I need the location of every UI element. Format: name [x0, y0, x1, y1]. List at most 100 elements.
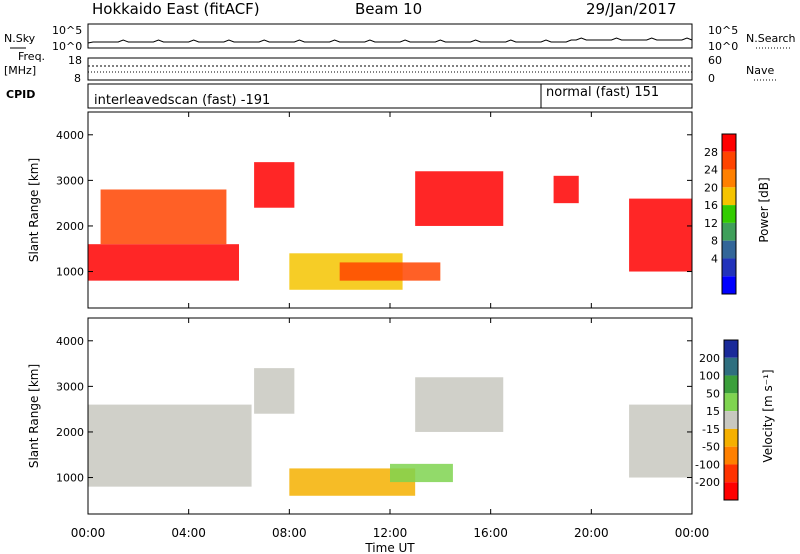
x-axis-label: Time UT — [364, 541, 415, 554]
cpid-panel: CPID interleavedscan (fast) -191 normal … — [6, 83, 693, 109]
colorbar-frame — [723, 339, 739, 501]
y-tick-label: 3000 — [56, 380, 84, 393]
nave-tick-top: 60 — [708, 54, 722, 67]
cpid-panel-frame — [87, 83, 693, 109]
noise-left-tick-bottom: 10^0 — [52, 40, 82, 53]
colorbar-swatch — [722, 134, 736, 152]
power-panel: 4000 3000 2000 1000 Slant Range [km] 28 24 20… — [27, 111, 771, 309]
y-tick-label: 4000 — [56, 335, 84, 348]
colorbar-swatch — [722, 276, 736, 294]
velocity-panel: 4000 3000 2000 1000 Slant Range [km] 200 100… — [27, 317, 775, 515]
beam-title: Beam 10 — [355, 0, 422, 18]
colorbar-tick-label: -15 — [702, 423, 720, 436]
nave-label: Nave — [746, 64, 774, 77]
velocity-colorbar: 200 100 50 15 -15 -50 -100 -200 — [695, 339, 739, 501]
colorbar-swatch — [724, 393, 738, 412]
freq-label: Freq. — [18, 50, 45, 63]
data-region — [629, 198, 692, 272]
colorbar-tick-label: 20 — [704, 181, 718, 194]
colorbar-tick-label: -100 — [695, 458, 720, 471]
colorbar-swatch — [724, 464, 738, 483]
colorbar-swatch — [722, 151, 736, 170]
power-ylabel: Slant Range [km] — [27, 158, 41, 262]
colorbar-tick-label: 8 — [711, 235, 718, 248]
power-heatmap — [88, 162, 692, 290]
nave-tick-bottom: 0 — [708, 72, 715, 85]
velocity-colorbar-label: Velocity [m s⁻¹] — [761, 369, 775, 462]
colorbar-swatch — [722, 205, 736, 223]
colorbar-swatch — [724, 411, 738, 429]
freq-tick-top: 18 — [68, 54, 82, 67]
colorbar-tick-label: 200 — [699, 352, 720, 365]
colorbar-swatch — [724, 340, 738, 358]
colorbar-tick-label: 12 — [704, 217, 718, 230]
colorbar-swatch — [722, 240, 736, 259]
power-colorbar: 28 24 20 16 12 8 4 — [704, 133, 737, 295]
y-tick-label: 4000 — [56, 129, 84, 142]
noise-right-tick-top: 10^5 — [708, 24, 738, 37]
data-region — [629, 404, 692, 478]
noise-panel-frame — [87, 23, 693, 49]
station-title: Hokkaido East (fitACF) — [92, 0, 260, 18]
data-region — [254, 162, 295, 208]
power-y-axis: 4000 3000 2000 1000 — [56, 129, 692, 279]
noise-right-tick-bottom: 10^0 — [708, 40, 738, 53]
data-region — [339, 262, 441, 281]
data-region — [415, 377, 504, 432]
data-region — [390, 463, 453, 483]
velocity-heatmap — [88, 368, 692, 496]
colorbar-swatch — [722, 187, 736, 206]
freq-panel: Freq. [MHz] 18 8 60 0 Nave — [4, 50, 778, 85]
colorbar-tick-label: 4 — [711, 252, 718, 265]
colorbar-swatch — [724, 428, 738, 447]
y-tick-label: 2000 — [56, 426, 84, 439]
cpid-label: CPID — [6, 88, 35, 101]
x-tick-label: 04:00 — [171, 526, 206, 540]
data-region — [88, 404, 252, 487]
x-tick-label: 00:00 — [71, 526, 106, 540]
colorbar-swatch — [724, 446, 738, 465]
colorbar-swatch — [724, 482, 738, 500]
cpid-segment-2: normal (fast) 151 — [546, 85, 659, 100]
colorbar-tick-label: 50 — [706, 387, 720, 400]
colorbar-tick-label: -200 — [695, 476, 720, 489]
data-region — [553, 175, 579, 204]
colorbar-tick-label: 15 — [706, 405, 720, 418]
noise-sky-trace — [87, 37, 693, 44]
x-tick-label: 12:00 — [373, 526, 408, 540]
power-colorbar-label: Power [dB] — [757, 177, 771, 242]
time-axis: 00:00 04:00 08:00 12:00 16:00 20:00 00:00 — [71, 112, 710, 540]
data-region — [415, 171, 504, 226]
data-region — [100, 189, 227, 245]
velocity-ylabel: Slant Range [km] — [27, 364, 41, 468]
noise-panel: N.Sky 10^5 10^0 10^5 10^0 N.Search — [4, 23, 796, 53]
colorbar-swatch — [722, 258, 736, 277]
colorbar-swatch — [722, 169, 736, 188]
x-tick-label: 08:00 — [272, 526, 307, 540]
colorbar-tick-label: 16 — [704, 199, 718, 212]
noise-search-label: N.Search — [746, 32, 796, 45]
y-tick-label: 3000 — [56, 174, 84, 187]
freq-unit-label: [MHz] — [4, 64, 36, 77]
colorbar-tick-label: -50 — [702, 441, 720, 454]
colorbar-frame — [721, 133, 737, 295]
x-tick-label: 16:00 — [473, 526, 508, 540]
x-tick-label: 20:00 — [574, 526, 609, 540]
cpid-segment-1: interleavedscan (fast) -191 — [94, 93, 270, 108]
colorbar-swatch — [722, 222, 736, 241]
colorbar-swatch — [724, 357, 738, 376]
date-title: 29/Jan/2017 — [586, 0, 677, 18]
data-region — [88, 244, 239, 281]
data-region — [254, 368, 295, 414]
y-tick-label: 2000 — [56, 220, 84, 233]
freq-panel-frame — [87, 57, 693, 81]
x-tick-label: 00:00 — [675, 526, 710, 540]
y-tick-label: 1000 — [56, 266, 84, 279]
colorbar-tick-label: 28 — [704, 146, 718, 159]
noise-left-tick-top: 10^5 — [52, 24, 82, 37]
noise-sky-label: N.Sky — [4, 32, 36, 45]
freq-tick-bottom: 8 — [74, 72, 81, 85]
colorbar-tick-label: 24 — [704, 164, 718, 177]
colorbar-swatch — [724, 375, 738, 394]
